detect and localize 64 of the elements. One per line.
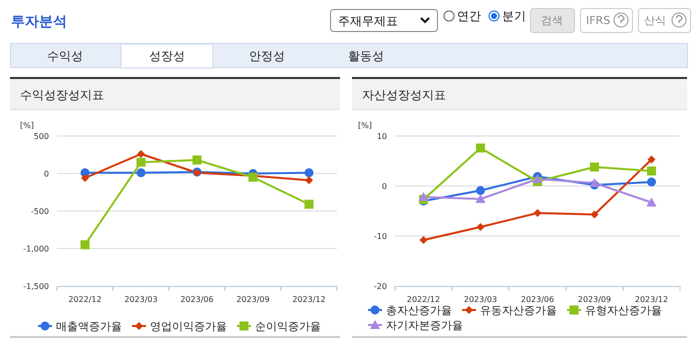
y-tick-label: -20 <box>374 282 387 291</box>
x-tick-label: 2023/12 <box>634 295 668 304</box>
y-tick-label: -1,500 <box>23 282 49 291</box>
x-tick-label: 2022/12 <box>68 295 102 304</box>
point <box>647 178 656 186</box>
y-tick-label: -500 <box>30 207 49 216</box>
point <box>418 192 428 201</box>
x-tick-label: 2023/06 <box>520 295 554 304</box>
point <box>81 174 89 182</box>
text: 산식 <box>644 14 666 27</box>
y-axis-title: [%] <box>358 121 372 130</box>
chart-title: 자산성장성지표 <box>362 88 446 102</box>
point <box>476 194 486 203</box>
text: 안정성 <box>249 49 285 63</box>
legend-label: 매출액증가율 <box>56 320 122 333</box>
legend-label: 총자산증가율 <box>386 304 452 317</box>
chart-title: 수익성장성지표 <box>20 88 104 102</box>
y-tick-label: 10 <box>376 132 387 141</box>
text: 활동성 <box>348 49 384 63</box>
point <box>136 168 146 178</box>
y-axis-title: [%] <box>20 121 34 130</box>
x-tick-label: 2023/06 <box>180 295 214 304</box>
point <box>646 198 656 206</box>
point <box>590 210 598 218</box>
point <box>304 168 314 178</box>
legend-label: 자기자본증가율 <box>386 319 463 332</box>
text: 분기 <box>502 9 526 23</box>
text: 연간 <box>457 9 481 23</box>
x-tick-label: 2023/12 <box>292 295 326 304</box>
point <box>534 209 542 217</box>
y-tick-label: -10 <box>374 232 387 241</box>
text: IFRS <box>586 14 610 27</box>
point <box>305 176 313 184</box>
y-tick-label: -1,000 <box>23 244 49 254</box>
point <box>137 150 145 158</box>
text: 주재무제표 <box>338 14 398 28</box>
y-tick-label: 0 <box>44 170 49 178</box>
x-tick-label: 2023/09 <box>236 295 270 304</box>
x-tick-label: 2022/12 <box>406 295 440 304</box>
legend-label: 유형자산증가율 <box>585 304 662 317</box>
text: 성장성 <box>149 49 185 63</box>
point <box>647 166 656 176</box>
point <box>136 158 146 167</box>
y-tick-label: 500 <box>34 132 49 141</box>
legend-label: 순이익증가율 <box>255 320 321 333</box>
legend-label: 유동자산증가율 <box>480 304 557 317</box>
text: 수익성 <box>47 49 83 63</box>
y-tick-label: 0 <box>382 182 387 191</box>
text: 검색 <box>541 14 563 27</box>
point <box>476 186 485 195</box>
x-tick-label: 2023/03 <box>124 295 158 304</box>
point <box>648 156 656 164</box>
point <box>192 156 202 164</box>
x-tick-label: 2023/09 <box>578 295 612 304</box>
point <box>80 240 90 250</box>
point <box>304 200 314 209</box>
point <box>476 144 485 152</box>
point <box>590 162 599 172</box>
point <box>420 236 428 244</box>
point <box>476 223 484 231</box>
legend-label: 영업이익증가율 <box>150 320 227 333</box>
x-tick-label: 2023/03 <box>464 295 498 304</box>
text: 투자분석 <box>11 14 67 30</box>
point <box>590 178 600 187</box>
